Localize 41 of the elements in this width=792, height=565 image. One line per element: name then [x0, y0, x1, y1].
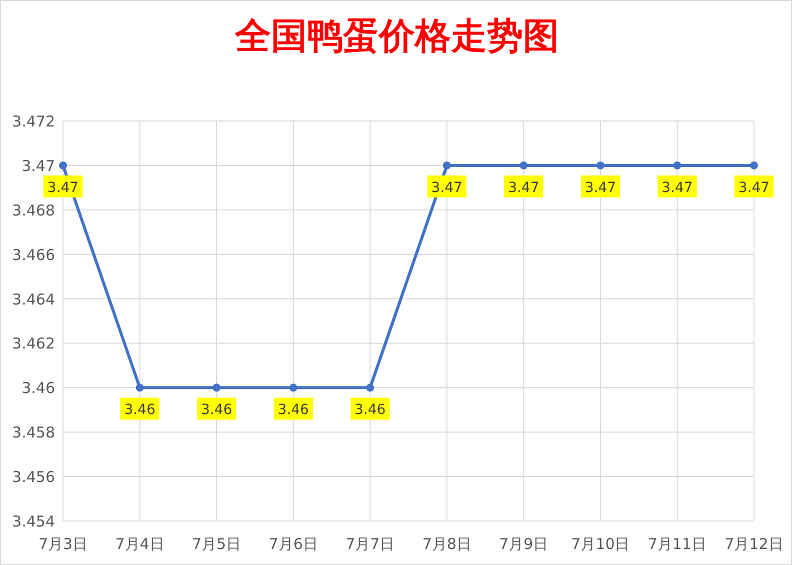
data-label: 3.47 [584, 180, 616, 196]
data-label: 3.46 [350, 398, 390, 420]
x-tick: 7月8日 [422, 535, 472, 553]
data-label: 3.46 [196, 398, 236, 420]
y-tick: 3.456 [12, 468, 55, 486]
x-tick: 7月9日 [499, 535, 548, 553]
y-tick: 3.47 [22, 156, 55, 175]
data-label: 3.46 [274, 398, 313, 420]
data-label: 3.46 [200, 402, 232, 418]
data-label: 3.46 [354, 402, 386, 418]
x-tick: 7月7日 [346, 535, 395, 553]
y-tick: 3.458 [12, 424, 55, 442]
data-label: 3.47 [47, 180, 79, 196]
x-tick: 7月5日 [192, 535, 242, 553]
y-tick: 3.472 [12, 112, 55, 130]
x-tick: 7月6日 [268, 535, 318, 553]
data-label: 3.47 [43, 175, 83, 198]
y-tick: 3.464 [12, 290, 55, 308]
data-label: 3.46 [124, 402, 156, 418]
data-label: 3.46 [120, 398, 160, 420]
x-tick: 7月4日 [115, 535, 164, 553]
data-label: 3.47 [662, 180, 693, 196]
y-tick: 3.466 [12, 246, 55, 264]
y-tick: 3.468 [12, 201, 55, 220]
data-label: 3.47 [427, 175, 466, 198]
data-label: 3.47 [580, 175, 620, 198]
x-tick: 7月12日 [724, 535, 784, 553]
data-label: 3.47 [658, 175, 697, 198]
data-label: 3.47 [504, 175, 544, 198]
x-tick: 7月3日 [38, 535, 88, 553]
x-tick: 7月11日 [648, 535, 707, 553]
y-tick: 3.462 [12, 334, 55, 353]
x-tick: 7月10日 [571, 535, 630, 553]
data-label: 3.46 [278, 402, 310, 418]
data-label: 3.47 [738, 180, 770, 196]
data-label: 3.47 [508, 180, 540, 196]
data-label: 3.47 [431, 180, 462, 196]
data-label: 3.47 [734, 175, 774, 198]
y-tick: 3.454 [12, 512, 55, 530]
y-tick: 3.46 [22, 379, 55, 398]
title: 全国鸭蛋价格走势图 [235, 16, 559, 56]
